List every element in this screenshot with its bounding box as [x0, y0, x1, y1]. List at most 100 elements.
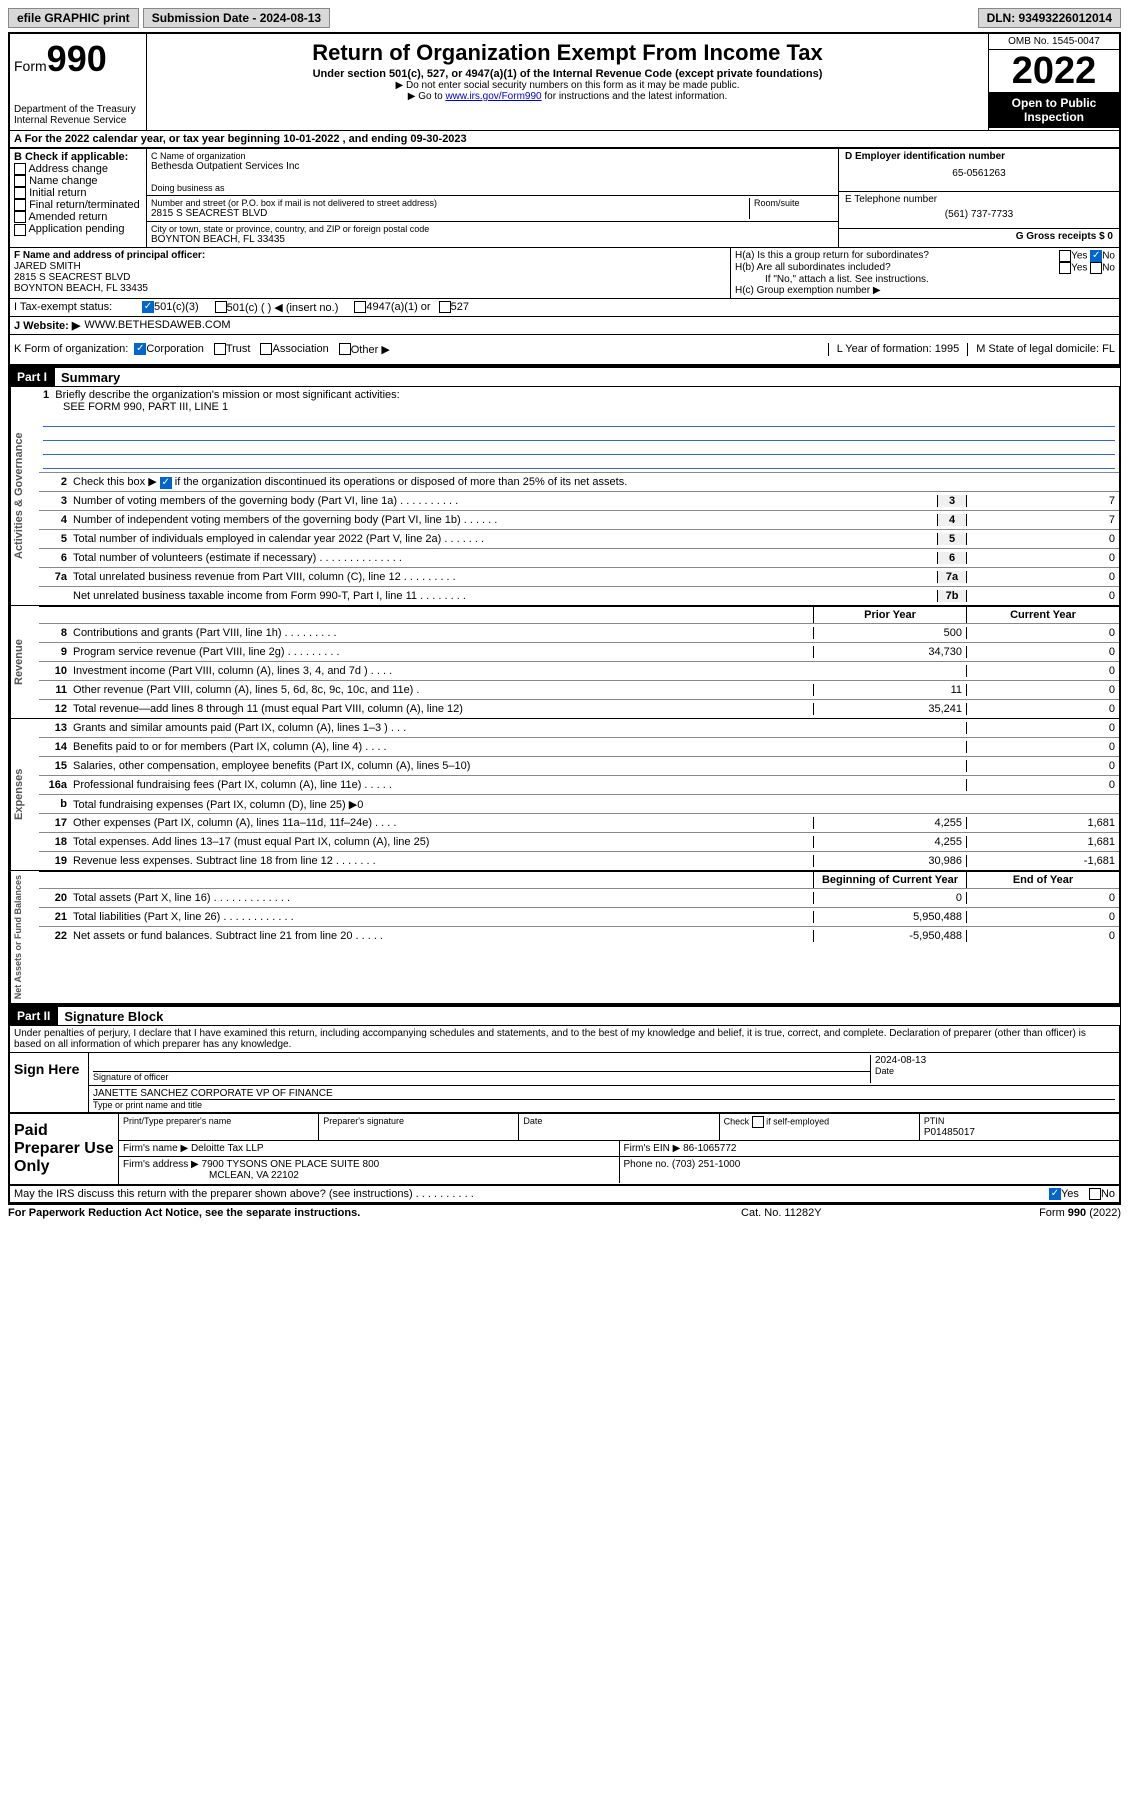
part1-label: Part I [9, 368, 55, 386]
dln-label: DLN: 93493226012014 [978, 8, 1121, 28]
firm-name-label: Firm's name ▶ [123, 1143, 188, 1154]
website-label: J Website: ▶ [14, 319, 80, 332]
expenses-block: Expenses 13Grants and similar amounts pa… [8, 719, 1121, 871]
check-self-employed[interactable] [752, 1116, 764, 1128]
prep-self-suffix: if self-employed [764, 1117, 830, 1127]
check-assoc[interactable] [260, 343, 272, 355]
sig-date-label: Date [875, 1066, 894, 1076]
firm-addr1: 7900 TYSONS ONE PLACE SUITE 800 [202, 1159, 380, 1170]
line19: Revenue less expenses. Subtract line 18 … [71, 854, 813, 868]
line9: Program service revenue (Part VIII, line… [71, 645, 813, 659]
form-subtitle-2: ▶ Do not enter social security numbers o… [151, 80, 984, 91]
tax-year: 2022 [989, 50, 1119, 92]
line20-end: 0 [966, 892, 1119, 904]
tab-expenses: Expenses [10, 719, 39, 870]
check-discuss-no[interactable] [1089, 1188, 1101, 1200]
check-4947[interactable] [354, 301, 366, 313]
line22-end: 0 [966, 930, 1119, 942]
submission-date: Submission Date - 2024-08-13 [143, 8, 330, 28]
opt-name: Name change [29, 175, 98, 187]
line12-prior: 35,241 [813, 703, 966, 715]
check-initial[interactable] [14, 187, 26, 199]
hb-label: H(b) Are all subordinates included? [735, 262, 1059, 274]
blank-line [43, 414, 1115, 427]
form-org-label: K Form of organization: [14, 343, 128, 356]
phone-label: E Telephone number [845, 194, 1113, 205]
line17-curr: 1,681 [966, 817, 1119, 829]
form-header: Form990 Department of the Treasury Inter… [8, 32, 1121, 130]
line14: Benefits paid to or for members (Part IX… [71, 740, 813, 754]
paid-preparer-section: Paid Preparer Use Only Print/Type prepar… [8, 1114, 1121, 1186]
firm-phone-label: Phone no. [624, 1159, 670, 1170]
form-title-block: Return of Organization Exempt From Incom… [147, 34, 988, 130]
form-title: Return of Organization Exempt From Incom… [151, 40, 984, 66]
row-klm: K Form of organization: ✓ Corporation Tr… [8, 334, 1121, 366]
officer-label: F Name and address of principal officer: [14, 250, 205, 261]
line21-begin: 5,950,488 [813, 911, 966, 923]
open-public: Open to Public Inspection [989, 92, 1119, 128]
col-end: End of Year [966, 872, 1119, 888]
line7a: Total unrelated business revenue from Pa… [71, 570, 937, 584]
line7a-val: 0 [966, 571, 1119, 583]
line18-curr: 1,681 [966, 836, 1119, 848]
check-corp[interactable]: ✓ [134, 343, 146, 355]
check-other[interactable] [339, 343, 351, 355]
line11: Other revenue (Part VIII, column (A), li… [71, 683, 813, 697]
signature-section: Sign Here Signature of officer 2024-08-1… [8, 1052, 1121, 1114]
firm-phone: (703) 251-1000 [672, 1159, 740, 1170]
tab-governance: Activities & Governance [10, 387, 39, 605]
check-501c[interactable] [215, 301, 227, 313]
line8-curr: 0 [966, 627, 1119, 639]
check-amended[interactable] [14, 211, 26, 223]
line12: Total revenue—add lines 8 through 11 (mu… [71, 702, 813, 716]
check-hb-yes[interactable] [1059, 262, 1071, 274]
opt-pending: Application pending [28, 223, 124, 235]
box-deg: D Employer identification number 65-0561… [839, 149, 1119, 247]
check-name-change[interactable] [14, 175, 26, 187]
line3-val: 7 [966, 495, 1119, 507]
check-final[interactable] [14, 199, 26, 211]
irs-link[interactable]: www.irs.gov/Form990 [445, 91, 541, 102]
page-footer: For Paperwork Reduction Act Notice, see … [8, 1204, 1121, 1221]
line3: Number of voting members of the governin… [71, 494, 937, 508]
line2-rest: if the organization discontinued its ope… [172, 476, 628, 488]
col-current: Current Year [966, 607, 1119, 623]
line22: Net assets or fund balances. Subtract li… [71, 929, 813, 943]
opt-amended: Amended return [28, 211, 107, 223]
hb-no: No [1102, 263, 1115, 274]
line9-prior: 34,730 [813, 646, 966, 658]
period-pre: A For the 2022 calendar year, or tax yea… [14, 133, 283, 145]
check-ha-yes[interactable] [1059, 250, 1071, 262]
line22-begin: -5,950,488 [813, 930, 966, 942]
prep-self-label: Check [724, 1117, 752, 1127]
period-line: A For the 2022 calendar year, or tax yea… [8, 130, 1121, 149]
form-number: 990 [47, 38, 107, 79]
check-527[interactable] [439, 301, 451, 313]
line1-value: SEE FORM 990, PART III, LINE 1 [43, 401, 1115, 413]
line10: Investment income (Part VIII, column (A)… [71, 664, 813, 678]
check-discuss-yes[interactable]: ✓ [1049, 1188, 1061, 1200]
tab-revenue: Revenue [10, 606, 39, 718]
line16b: Total fundraising expenses (Part IX, col… [71, 797, 813, 812]
col-begin: Beginning of Current Year [813, 872, 966, 888]
check-address-change[interactable] [14, 163, 26, 175]
opt-initial: Initial return [29, 187, 86, 199]
footer-center: Cat. No. 11282Y [524, 1207, 1040, 1219]
room-label: Room/suite [754, 198, 834, 208]
check-hb-no[interactable] [1090, 262, 1102, 274]
box-h: H(a) Is this a group return for subordin… [731, 248, 1119, 298]
line20: Total assets (Part X, line 16) . . . . .… [71, 891, 813, 905]
check-pending[interactable] [14, 224, 26, 236]
check-trust[interactable] [214, 343, 226, 355]
check-501c3[interactable]: ✓ [142, 301, 154, 313]
org-address: 2815 S SEACREST BLVD [151, 208, 749, 219]
check-line2[interactable]: ✓ [160, 477, 172, 489]
firm-ein: 86-1065772 [683, 1143, 736, 1154]
check-ha-no[interactable]: ✓ [1090, 250, 1102, 262]
line13-curr: 0 [966, 722, 1119, 734]
efile-print-button[interactable]: efile GRAPHIC print [8, 8, 139, 28]
paid-label: Paid Preparer Use Only [10, 1114, 119, 1184]
form-prefix: Form [14, 58, 47, 74]
officer-addr: 2815 S SEACREST BLVD [14, 272, 130, 283]
blank-line [43, 428, 1115, 441]
